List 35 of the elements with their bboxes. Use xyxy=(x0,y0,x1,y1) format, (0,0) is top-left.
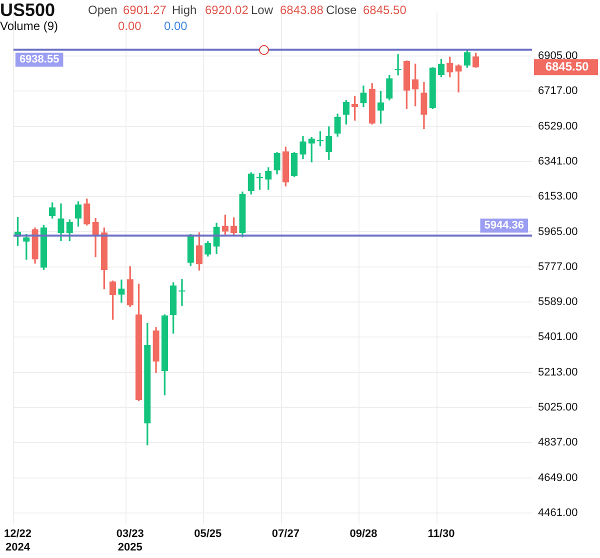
annotation: 6845.50 xyxy=(363,3,406,17)
y-tick-label: 6529.00 xyxy=(538,120,578,132)
y-tick-label: 6717.00 xyxy=(538,85,578,98)
y-tick-label: 4837.00 xyxy=(538,436,578,449)
annotation: 6920.02 xyxy=(205,3,248,17)
annotation: Volume (9) xyxy=(0,19,58,33)
annotation: Open xyxy=(88,3,118,17)
candlestick xyxy=(455,64,462,92)
annotation: 0.00 xyxy=(118,19,142,33)
ref-line-label: 6938.55 xyxy=(19,54,60,66)
x-tick-label: 05/25 xyxy=(194,528,222,540)
y-tick-label: 5965.00 xyxy=(538,226,578,238)
candlestick xyxy=(394,54,402,76)
y-tick-label: 5213.00 xyxy=(538,366,578,378)
y-tick-label: 6341.00 xyxy=(538,155,578,168)
x-tick-label: 11/30 xyxy=(428,528,455,540)
annotation: High xyxy=(172,3,197,17)
ref-line-label: 5944.36 xyxy=(484,220,524,232)
y-tick-label: 5025.00 xyxy=(538,402,578,414)
x-tick-label: 12/22 2024 xyxy=(4,528,32,554)
x-tick-label: 03/23 2025 xyxy=(116,528,144,554)
x-tick-label: 09/28 xyxy=(350,528,378,540)
chart-title: US500 xyxy=(0,0,56,21)
annotation: 6843.88 xyxy=(280,3,324,17)
y-tick-label: 5589.00 xyxy=(538,296,578,308)
y-tick-label: 4649.00 xyxy=(538,472,578,484)
annotation: Low xyxy=(251,3,274,17)
y-tick-label: 5777.00 xyxy=(538,260,578,273)
annotation: 0.00 xyxy=(164,19,188,33)
annotation: 6901.27 xyxy=(123,3,166,17)
y-tick-label: 4461.00 xyxy=(538,506,578,519)
y-tick-label: 6153.00 xyxy=(538,190,578,203)
annotation: Close xyxy=(326,3,357,17)
y-tick-label: 5401.00 xyxy=(538,331,578,344)
x-tick-label: 07/27 xyxy=(272,528,300,540)
